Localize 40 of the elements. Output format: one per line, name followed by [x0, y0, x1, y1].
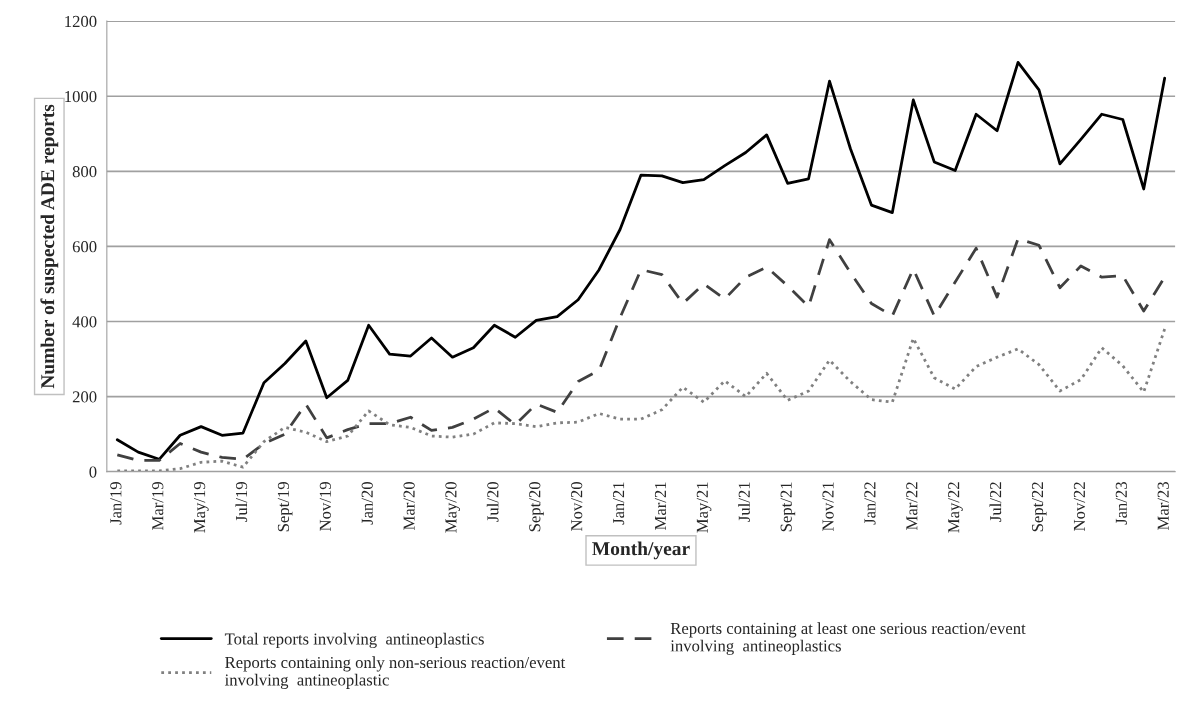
x-tick-label: Jan/22: [864, 482, 876, 525]
legend-label: Reports containing at least one serious reaction/event involving antineoplastics: [670, 622, 1026, 655]
x-tick-label: Jul/19: [235, 482, 248, 522]
x-tick-label: May/22: [948, 482, 963, 533]
y-tick-label: 400: [72, 316, 97, 328]
line-series: [115, 327, 1167, 472]
x-tick-label: Jul/21: [738, 482, 750, 522]
x-tick-label: Mar/20: [403, 482, 415, 530]
x-tick-label: Jul/20: [486, 482, 499, 522]
legend-label: Reports containing only non-serious reaction/event involving antineoplastic: [224, 656, 566, 689]
y-tick-label: 200: [72, 391, 97, 403]
y-tick-label: 800: [72, 166, 97, 178]
x-tick-label: Nov/21: [822, 482, 834, 531]
x-tick-label: Jan/21: [613, 482, 625, 525]
x-tick-label: Nov/22: [1073, 482, 1086, 531]
y-tick-label: 1000: [65, 90, 97, 103]
y-axis-title: Number of suspected ADE reports: [40, 104, 59, 389]
x-tick-label: May/20: [445, 482, 461, 533]
x-tick-label: Jan/23: [1115, 482, 1127, 525]
line-series: [115, 61, 1167, 461]
x-tick-label: Mar/19: [152, 482, 164, 530]
x-tick-label: May/21: [696, 482, 712, 533]
x-tick-label: Mar/23: [1157, 482, 1169, 530]
x-tick-label: Sept/20: [529, 482, 544, 532]
x-tick-label: Jul/22: [989, 482, 1002, 522]
x-tick-label: Mar/22: [906, 482, 918, 530]
x-tick-label: Sept/22: [1031, 482, 1047, 532]
legend-label: Total reports involving antineoplastics: [224, 632, 484, 649]
x-tick-label: Nov/20: [571, 482, 583, 531]
x-tick-label: May/19: [194, 482, 209, 533]
y-tick-label: 600: [72, 241, 97, 253]
y-tick-label: 0: [89, 466, 97, 478]
x-tick-label: Jan/20: [361, 482, 373, 525]
x-tick-label: Jan/19: [110, 482, 122, 525]
x-tick-label: Sept/21: [780, 482, 796, 532]
y-tick-label: 1200: [65, 15, 97, 28]
x-axis-title: Month/year: [592, 541, 690, 560]
x-tick-label: Nov/19: [319, 482, 331, 531]
x-tick-label: Mar/21: [654, 482, 667, 530]
x-tick-label: Sept/19: [277, 482, 293, 532]
